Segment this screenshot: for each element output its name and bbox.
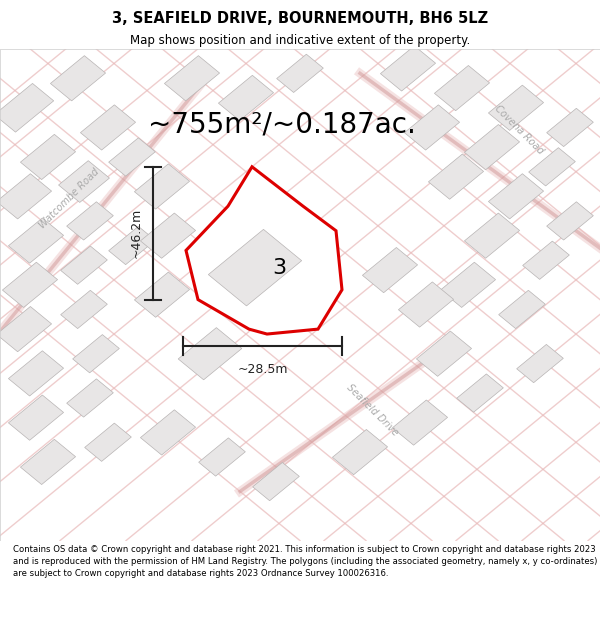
- Polygon shape: [380, 46, 436, 91]
- Polygon shape: [134, 272, 190, 318]
- Polygon shape: [488, 85, 544, 131]
- Polygon shape: [404, 105, 460, 150]
- Polygon shape: [218, 76, 274, 121]
- Polygon shape: [67, 379, 113, 417]
- Polygon shape: [464, 213, 520, 258]
- Polygon shape: [277, 54, 323, 92]
- Polygon shape: [73, 334, 119, 373]
- Text: 3: 3: [272, 258, 286, 278]
- Polygon shape: [186, 167, 342, 334]
- Text: Seafield Drive: Seafield Drive: [344, 382, 400, 438]
- Polygon shape: [398, 282, 454, 327]
- Polygon shape: [529, 148, 575, 186]
- Polygon shape: [416, 331, 472, 376]
- Polygon shape: [140, 410, 196, 455]
- Polygon shape: [440, 262, 496, 308]
- Text: ~28.5m: ~28.5m: [237, 364, 288, 376]
- Polygon shape: [140, 213, 196, 258]
- Polygon shape: [523, 241, 569, 279]
- Polygon shape: [464, 124, 520, 170]
- Polygon shape: [392, 400, 448, 445]
- Polygon shape: [0, 174, 52, 219]
- Polygon shape: [85, 423, 131, 461]
- Polygon shape: [428, 154, 484, 199]
- Text: Covena Road: Covena Road: [493, 104, 545, 156]
- Polygon shape: [20, 439, 76, 484]
- Polygon shape: [61, 291, 107, 329]
- Polygon shape: [0, 306, 52, 352]
- Polygon shape: [488, 174, 544, 219]
- Polygon shape: [547, 108, 593, 147]
- Polygon shape: [517, 344, 563, 382]
- Polygon shape: [67, 202, 113, 240]
- Polygon shape: [50, 56, 106, 101]
- Text: ~46.2m: ~46.2m: [130, 208, 143, 258]
- Polygon shape: [0, 83, 53, 132]
- Polygon shape: [362, 248, 418, 292]
- Polygon shape: [164, 56, 220, 101]
- Polygon shape: [59, 161, 109, 202]
- Polygon shape: [109, 226, 155, 264]
- Polygon shape: [8, 351, 64, 396]
- Polygon shape: [2, 262, 58, 308]
- Polygon shape: [332, 429, 388, 475]
- Text: Contains OS data © Crown copyright and database right 2021. This information is : Contains OS data © Crown copyright and d…: [13, 545, 598, 578]
- Polygon shape: [8, 218, 64, 263]
- Polygon shape: [8, 395, 64, 440]
- Text: Map shows position and indicative extent of the property.: Map shows position and indicative extent…: [130, 34, 470, 47]
- Text: Watcombe Road: Watcombe Road: [37, 167, 101, 231]
- Polygon shape: [80, 105, 136, 150]
- Polygon shape: [109, 138, 155, 176]
- Text: ~755m²/~0.187ac.: ~755m²/~0.187ac.: [148, 111, 416, 139]
- Polygon shape: [61, 246, 107, 284]
- Polygon shape: [20, 134, 76, 179]
- Polygon shape: [253, 462, 299, 501]
- Polygon shape: [178, 328, 242, 380]
- Polygon shape: [199, 438, 245, 476]
- Text: 3, SEAFIELD DRIVE, BOURNEMOUTH, BH6 5LZ: 3, SEAFIELD DRIVE, BOURNEMOUTH, BH6 5LZ: [112, 11, 488, 26]
- Polygon shape: [457, 374, 503, 413]
- Polygon shape: [434, 66, 490, 111]
- Polygon shape: [547, 202, 593, 240]
- Polygon shape: [134, 164, 190, 209]
- Polygon shape: [499, 291, 545, 329]
- Polygon shape: [208, 229, 302, 306]
